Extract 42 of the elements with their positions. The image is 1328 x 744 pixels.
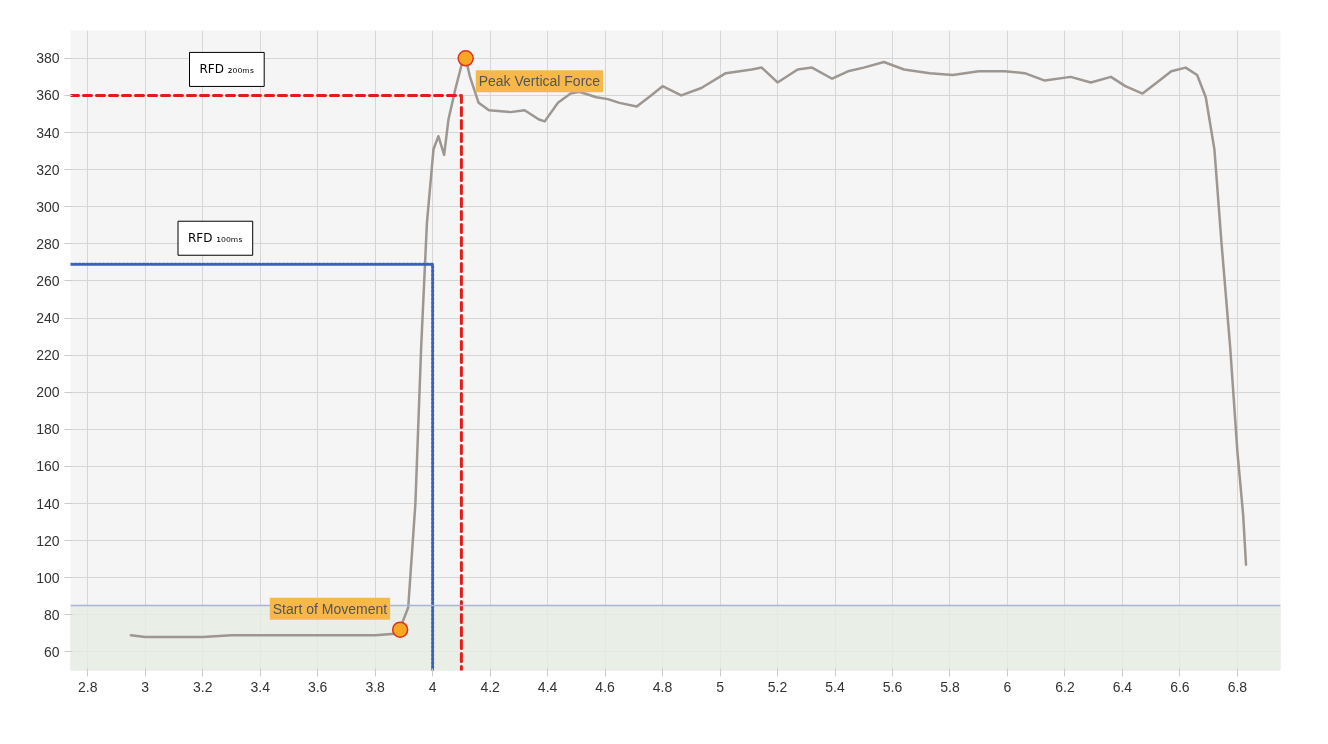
y-tick-label: 280 (36, 235, 60, 252)
x-tick-label: 3.8 (365, 678, 386, 695)
y-tick-label: 240 (36, 310, 60, 327)
y-tick-label: 80 (43, 606, 60, 623)
y-tick-label: 380 (36, 50, 60, 67)
y-tick-label: 60 (43, 643, 60, 660)
y-tick-label: 160 (36, 458, 60, 475)
annotation: RFD ₁₀₀ₘₛ (188, 231, 243, 246)
annotation: RFD ₂₀₀ₘₛ (199, 62, 255, 77)
x-tick-label: 3 (141, 678, 150, 695)
annotation: Peak Vertical Force (478, 73, 601, 90)
x-tick-label: 5.8 (940, 678, 960, 695)
x-tick-label: 6 (1003, 678, 1012, 695)
x-tick-label: 5.6 (882, 678, 903, 695)
y-tick-label: 360 (36, 87, 60, 104)
x-tick-label: 5 (716, 678, 725, 695)
y-tick-label: 140 (36, 495, 60, 512)
x-tick-label: 6.6 (1170, 678, 1190, 695)
y-tick-label: 340 (36, 124, 60, 141)
y-tick-label: 120 (36, 532, 60, 549)
annotation: Start of Movement (272, 600, 388, 617)
x-tick-label: 4.2 (480, 678, 501, 695)
x-tick-label: 6.8 (1227, 678, 1248, 695)
x-tick-label: 4.6 (595, 678, 616, 695)
x-tick-label: 5.2 (767, 678, 788, 695)
x-tick-label: 4 (428, 678, 437, 695)
y-tick-label: 260 (36, 272, 60, 289)
x-tick-label: 4.4 (537, 678, 558, 695)
y-tick-label: 300 (36, 198, 60, 215)
y-tick-label: 100 (36, 569, 60, 586)
y-tick-label: 180 (36, 421, 60, 438)
x-tick-label: 5.4 (825, 678, 845, 695)
y-tick-label: 320 (36, 161, 60, 178)
x-tick-label: 6.2 (1055, 678, 1075, 695)
y-tick-label: 200 (36, 384, 60, 401)
x-tick-label: 3.2 (192, 678, 213, 695)
x-tick-label: 3.4 (250, 678, 271, 695)
y-tick-label: 220 (36, 347, 60, 364)
x-tick-label: 3.6 (307, 678, 328, 695)
x-tick-label: 6.4 (1112, 678, 1133, 695)
x-tick-label: 2.8 (78, 678, 98, 695)
x-tick-label: 4.8 (652, 678, 673, 695)
